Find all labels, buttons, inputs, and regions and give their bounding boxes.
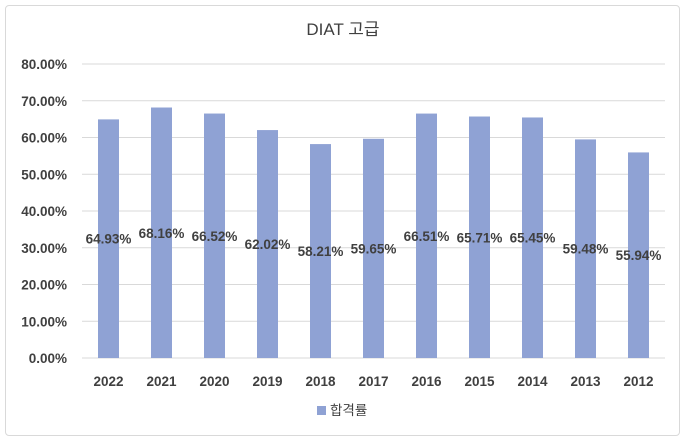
data-label: 59.48% [563,242,609,257]
y-tick-label: 10.00% [21,314,67,329]
y-tick-label: 70.00% [21,94,67,109]
x-tick-label: 2021 [146,374,177,389]
bar-2014 [522,117,543,358]
y-axis-ticks: 0.00% 10.00% 20.00% 30.00% 40.00% 50.00% 60.00… [21,57,67,366]
data-label: 65.71% [457,230,503,245]
y-tick-label: 20.00% [21,278,67,293]
chart-title: DIAT 고급 [306,20,379,39]
x-tick-label: 2012 [623,374,653,389]
y-tick-label: 60.00% [21,131,67,146]
x-axis-ticks: 2022 2021 2020 2019 2018 2017 2016 2015 2014 2013… [93,374,653,389]
y-tick-label: 30.00% [21,241,67,256]
data-label: 62.02% [245,237,291,252]
bar-2016 [416,113,437,359]
data-label: 58.21% [298,244,344,259]
x-tick-label: 2020 [199,374,229,389]
x-tick-label: 2016 [411,374,442,389]
bar-2017 [363,138,384,358]
x-tick-label: 2018 [305,374,336,389]
bar-2015 [469,116,490,358]
x-tick-label: 2013 [570,374,601,389]
y-tick-label: 80.00% [21,57,67,72]
x-tick-label: 2017 [358,374,388,389]
bar-2021 [151,107,172,359]
data-label: 59.65% [351,241,397,256]
legend-swatch [317,406,326,415]
x-tick-label: 2015 [464,374,495,389]
data-labels: 64.93% 68.16% 66.52% 62.02% 58.21% 59.65% 66.5… [86,226,662,263]
bar-2012 [628,152,649,358]
data-label: 68.16% [139,226,185,241]
data-label: 66.52% [192,229,238,244]
bar-2022 [98,119,119,358]
x-tick-label: 2022 [93,374,123,389]
bar-2018 [310,144,331,358]
y-tick-label: 40.00% [21,204,67,219]
x-tick-label: 2014 [517,374,548,389]
y-tick-label: 0.00% [29,351,67,366]
data-label: 64.93% [86,232,132,247]
bar-2020 [204,113,225,358]
x-tick-label: 2019 [252,374,282,389]
legend: 합격률 [317,403,367,418]
bar-2013 [575,139,596,358]
bars [98,107,649,359]
data-label: 66.51% [404,229,450,244]
y-tick-label: 50.00% [21,167,67,182]
legend-label: 합격률 [330,403,367,418]
bar-2019 [257,130,278,358]
data-label: 65.45% [510,231,556,246]
data-label: 55.94% [616,248,662,263]
